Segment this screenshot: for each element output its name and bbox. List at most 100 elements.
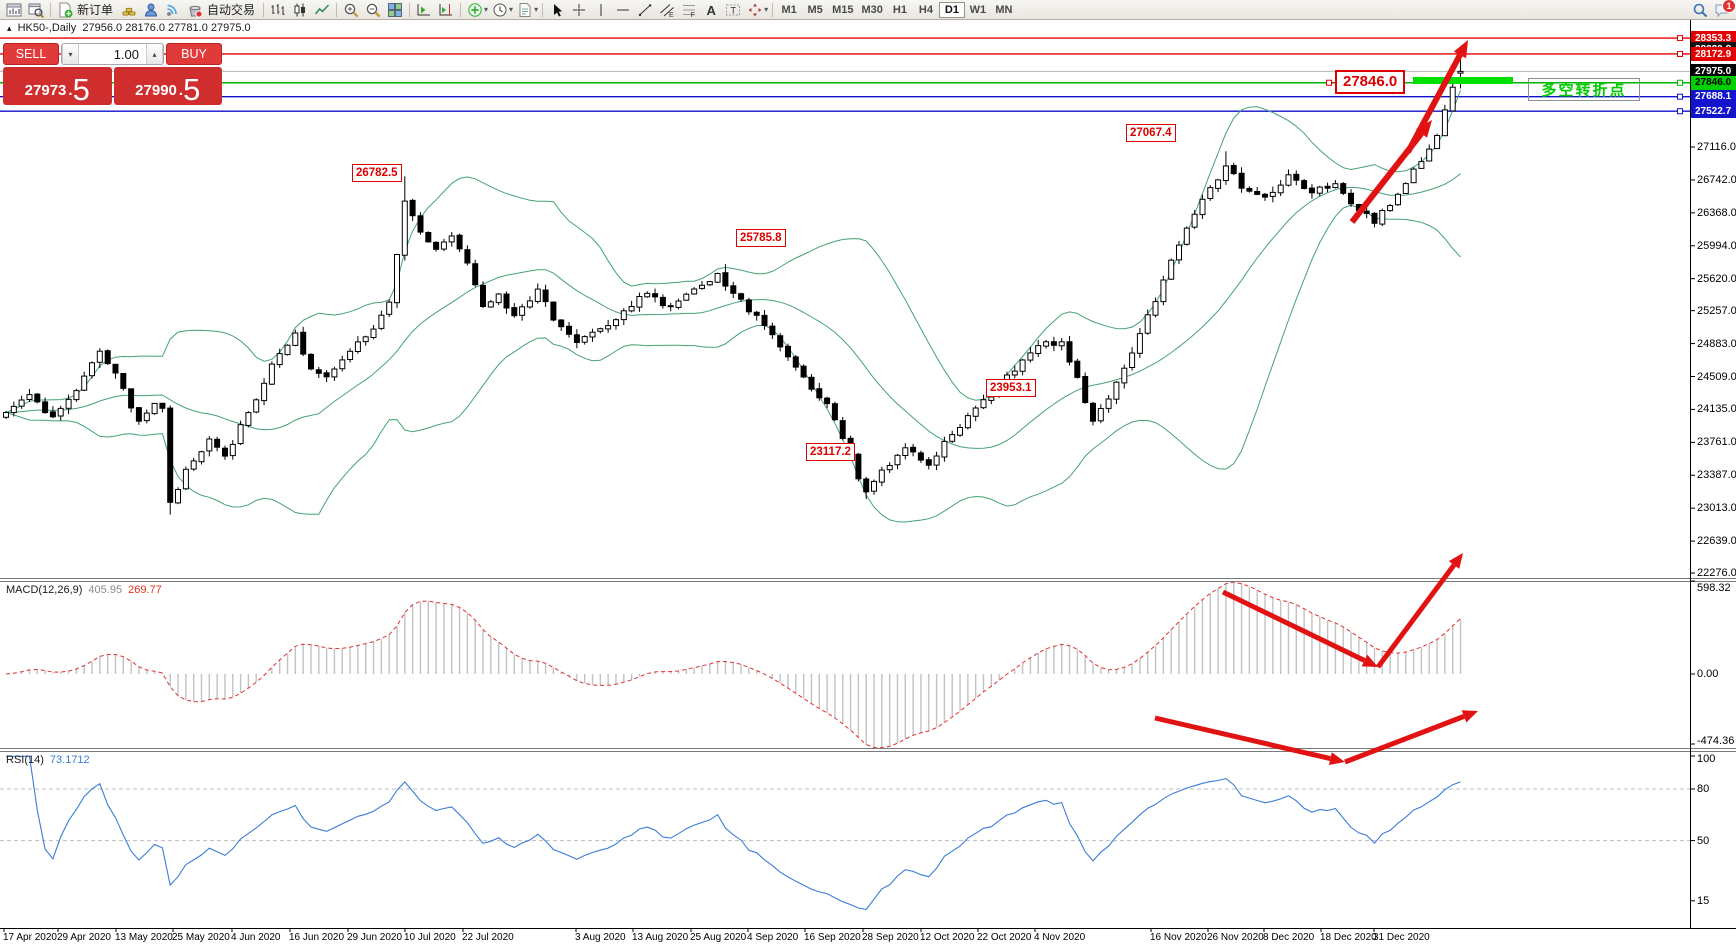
rsi-axis-tick: 100 (1697, 753, 1716, 765)
price-annotation-label[interactable]: 23953.1 (986, 379, 1036, 397)
time-axis-label: 17 Apr 2020 (3, 932, 57, 943)
text-label-icon[interactable]: T (722, 1, 744, 19)
rsi-value: 73.1712 (49, 754, 90, 766)
crosshair-icon[interactable] (568, 1, 590, 19)
trendline-icon[interactable] (634, 1, 656, 19)
vline-icon[interactable] (590, 1, 612, 19)
toolbar-separator (460, 2, 462, 17)
toolbar-buttons: 新订单 自动交易 ▾ ▾ ▾ E F A T ▾ (3, 1, 776, 19)
price-axis-tick: 24883.0 (1697, 337, 1736, 350)
notifications-icon[interactable]: 1 (1711, 0, 1736, 19)
periods-icon[interactable] (489, 1, 511, 19)
sell-price[interactable]: 27973. 5 (3, 67, 112, 105)
price-annotation-label[interactable]: 23117.2 (806, 443, 855, 461)
timeframe-button-M30[interactable]: M30 (861, 3, 883, 16)
buy-price-dot: . (178, 82, 184, 99)
autotrading-icon[interactable] (184, 1, 206, 19)
chevron-down-icon[interactable]: ▾ (764, 5, 769, 14)
zoom-in-icon[interactable] (340, 1, 362, 19)
zoom-out-icon[interactable] (362, 1, 384, 19)
chart-symbol-period: HK50-,Daily (17, 22, 77, 34)
buy-price[interactable]: 27990. 5 (113, 67, 222, 107)
auto-scroll-icon[interactable] (413, 1, 435, 19)
arrows-icon[interactable] (744, 1, 766, 19)
chart-ohlc: 27956.0 28176.0 27781.0 27975.0 (82, 22, 251, 34)
timeframe-button-H4[interactable]: H4 (918, 3, 933, 16)
history-gold-icon[interactable] (118, 1, 140, 19)
price-annotation-label[interactable]: 25785.8 (736, 229, 786, 247)
timeframe-button-M1[interactable]: M1 (781, 3, 797, 16)
hline-icon[interactable] (612, 1, 634, 19)
pivot-note-label[interactable]: 多空转折点 (1528, 78, 1640, 101)
macd-indicator-label: MACD(12,26,9) 405.95 269.77 (6, 584, 162, 596)
volume-decrease-button[interactable]: ▾ (62, 44, 79, 64)
macd-axis-min: -474.36 (1697, 735, 1735, 747)
chevron-down-icon[interactable]: ▾ (484, 5, 489, 14)
rsi-axis-tick: 80 (1697, 783, 1710, 795)
buy-price-frac: 5 (183, 71, 201, 107)
timeframe-button-D1[interactable]: D1 (938, 1, 965, 18)
price-tag-pivot: 27846.0 (1691, 75, 1736, 90)
pivot-note-text: 多空转折点 (1541, 82, 1627, 99)
volume-control: ▾ 1.00 ▴ (61, 43, 164, 65)
price-tag-resistance: 28172.9 (1691, 47, 1736, 61)
svg-text:F: F (691, 12, 695, 18)
chart-shift-icon[interactable] (435, 1, 457, 19)
price-annotation-label[interactable]: 26782.5 (352, 164, 402, 182)
chart-search-icon[interactable] (25, 1, 47, 19)
time-axis-label: 16 Nov 2020 (1150, 932, 1207, 943)
price-axis-tick: 22639.0 (1697, 535, 1736, 548)
bars-chart-icon[interactable] (267, 1, 289, 19)
volume-increase-button[interactable]: ▴ (146, 44, 163, 64)
fibonacci-icon[interactable]: F (678, 1, 700, 19)
line-chart-icon[interactable] (311, 1, 333, 19)
chevron-down-icon[interactable]: ▾ (509, 5, 514, 14)
new-order-icon[interactable] (54, 1, 76, 19)
new-order-label[interactable]: 新订单 (77, 3, 114, 17)
buy-button[interactable]: BUY (166, 43, 222, 65)
toolbar: 新订单 自动交易 ▾ ▾ ▾ E F A T ▾ M1 M5 M15 M30 H1 H4 D1 W1 MN 1 (0, 0, 1736, 20)
timeframe-button-M15[interactable]: M15 (832, 3, 854, 16)
timeframe-buttons: M1 M5 M15 M30 H1 H4 D1 W1 MN (776, 1, 1017, 18)
templates-icon[interactable] (514, 1, 536, 19)
tile-windows-icon[interactable] (384, 1, 406, 19)
sell-button[interactable]: SELL (3, 43, 59, 65)
channel-icon[interactable]: E (656, 1, 678, 19)
time-axis-label: 10 Jul 2020 (404, 932, 456, 943)
toolbar-separator (50, 2, 51, 17)
rsi-indicator-label: RSI(14) 73.1712 (6, 754, 90, 766)
time-axis-label: 29 Jun 2020 (347, 932, 403, 943)
breakout-price-label[interactable]: 27846.0 (1335, 70, 1406, 94)
time-axis-label: 16 Jun 2020 (289, 932, 345, 943)
chart-marker-icon: ▴ (7, 23, 12, 33)
macd-axis-max: 598.32 (1697, 582, 1731, 594)
candles-chart-icon[interactable] (289, 1, 311, 19)
indicators-icon[interactable] (464, 1, 486, 19)
time-axis-label: 18 Dec 2020 (1320, 932, 1377, 943)
market-person-icon[interactable] (140, 1, 162, 19)
time-axis-label: 8 Dec 2020 (1263, 932, 1315, 943)
volume-input[interactable]: 1.00 (113, 46, 139, 62)
price-annotation-label[interactable]: 27067.4 (1126, 124, 1176, 142)
time-axis-label: 12 Oct 2020 (920, 932, 975, 943)
timeframe-button-W1[interactable]: W1 (969, 3, 987, 16)
timeframe-button-MN[interactable]: MN (995, 3, 1013, 16)
timeframe-button-M5[interactable]: M5 (807, 3, 823, 16)
toolbar-separator (542, 2, 544, 17)
signals-icon[interactable] (162, 1, 184, 19)
search-icon[interactable] (1689, 1, 1711, 19)
autotrading-label[interactable]: 自动交易 (207, 3, 256, 17)
time-axis-label: 31 Dec 2020 (1373, 932, 1430, 943)
price-axis-tick: 25257.0 (1697, 304, 1736, 317)
timeframe-button-H1[interactable]: H1 (892, 3, 907, 16)
rsi-axis-tick: 50 (1697, 834, 1710, 847)
chart-window-icon[interactable] (3, 1, 25, 19)
text-icon[interactable]: A (700, 1, 722, 19)
price-axis-tick: 25620.0 (1697, 272, 1736, 285)
macd-axis-zero: 0.00 (1697, 668, 1719, 680)
time-axis-label: 3 Aug 2020 (575, 932, 626, 943)
cursor-icon[interactable] (546, 1, 568, 19)
chevron-down-icon[interactable]: ▾ (534, 5, 539, 14)
